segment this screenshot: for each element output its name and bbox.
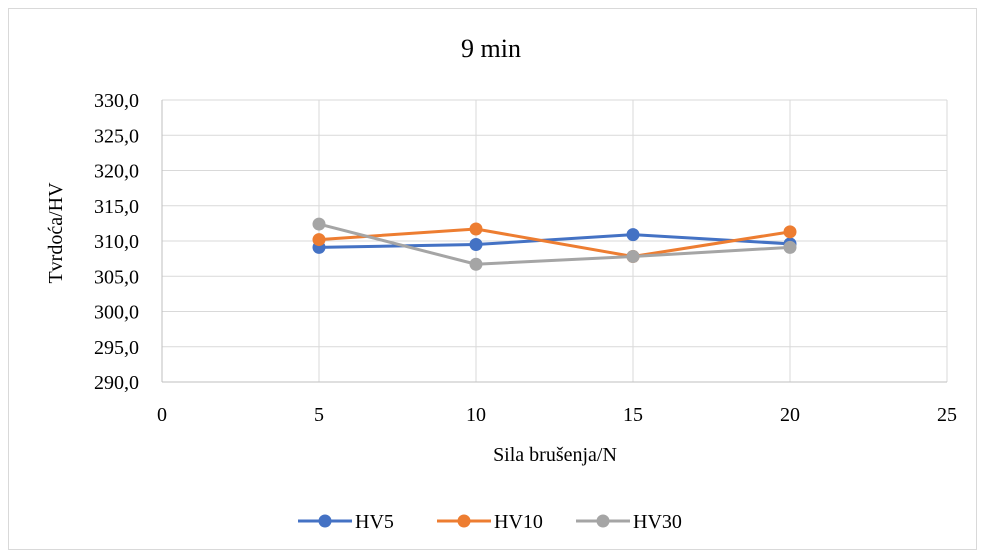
x-tick-label: 25 <box>937 404 957 426</box>
data-point-hv10 <box>469 222 483 236</box>
series-hv10 <box>312 222 797 264</box>
chart-title: 9 min <box>461 34 521 63</box>
y-tick-label: 305,0 <box>94 266 139 288</box>
data-point-hv30 <box>469 257 483 271</box>
x-tick-label: 20 <box>780 404 800 426</box>
legend-label: HV30 <box>633 511 682 533</box>
legend: HV5 HV10 HV30 <box>298 511 682 533</box>
y-tick-label: 325,0 <box>94 125 139 147</box>
y-tick-label: 330,0 <box>94 90 139 112</box>
data-point-hv10 <box>312 233 326 247</box>
x-tick-label: 0 <box>157 404 167 426</box>
data-point-hv10 <box>783 225 797 239</box>
legend-marker <box>596 514 610 528</box>
axes <box>161 100 947 383</box>
chart-frame <box>8 8 977 550</box>
data-point-hv5 <box>469 238 483 252</box>
data-point-hv30 <box>783 240 797 254</box>
series-group <box>312 217 797 271</box>
data-point-hv30 <box>312 217 326 231</box>
y-tick-label: 310,0 <box>94 231 139 253</box>
y-tick-label: 320,0 <box>94 161 139 183</box>
data-point-hv5 <box>626 228 640 242</box>
legend-item-hv5: HV5 <box>298 511 394 533</box>
legend-item-hv30: HV30 <box>576 511 682 533</box>
x-tick-label: 15 <box>623 404 643 426</box>
x-tick-label: 10 <box>466 404 486 426</box>
series-line-hv10 <box>318 227 791 259</box>
series-hv30 <box>312 217 797 271</box>
y-tick-label: 300,0 <box>94 302 139 324</box>
x-axis-label: Sila brušenja/N <box>493 444 617 466</box>
series-line-hv30 <box>318 222 791 266</box>
y-tick-label: 295,0 <box>94 337 139 359</box>
series-hv5 <box>312 228 797 254</box>
y-tick-label: 290,0 <box>94 372 139 394</box>
y-axis-label: Tvrdoća/HV <box>45 182 67 284</box>
legend-marker <box>457 514 471 528</box>
legend-marker <box>318 514 332 528</box>
legend-label: HV10 <box>494 511 543 533</box>
legend-label: HV5 <box>355 511 394 533</box>
x-tick-labels: 0 5 10 15 20 25 <box>157 404 957 426</box>
x-tick-label: 5 <box>314 404 324 426</box>
series-line-hv5 <box>318 233 791 249</box>
data-point-hv30 <box>626 250 640 264</box>
y-tick-label: 315,0 <box>94 196 139 218</box>
y-tick-labels: 290,0 295,0 300,0 305,0 310,0 315,0 320,0 325,0… <box>94 90 139 394</box>
legend-item-hv10: HV10 <box>437 511 543 533</box>
